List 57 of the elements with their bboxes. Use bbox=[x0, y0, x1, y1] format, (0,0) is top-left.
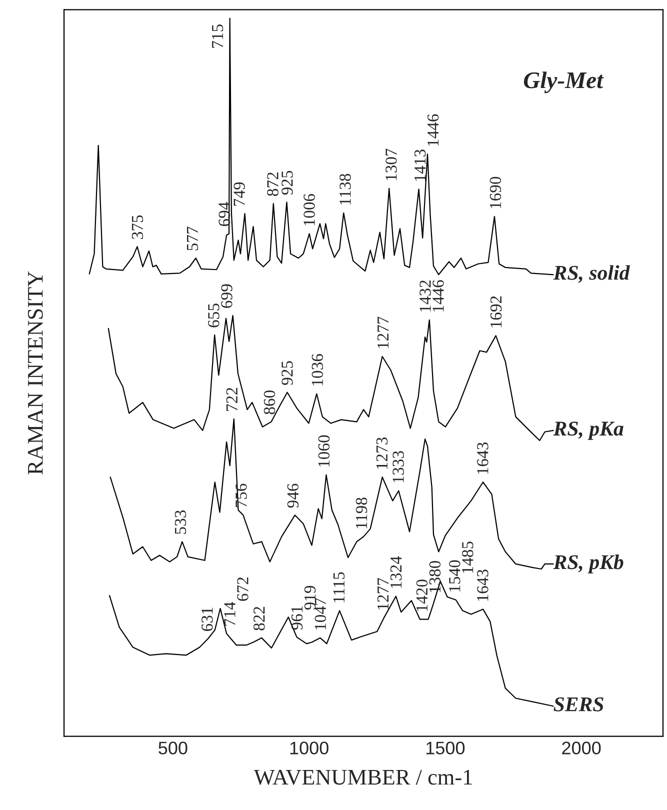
annotation: 577 bbox=[186, 226, 198, 250]
annotation: 1643 bbox=[477, 570, 488, 601]
annotation: 722 bbox=[226, 388, 238, 411]
annotation: 699 bbox=[221, 284, 232, 308]
annotation: 1540 bbox=[449, 560, 460, 592]
annotation: 1643 bbox=[477, 442, 488, 474]
annotation: Gly-Met bbox=[524, 72, 604, 94]
annotation: 919 bbox=[304, 586, 316, 610]
x-tick-label: 2000 bbox=[562, 742, 601, 754]
annotation: 749 bbox=[234, 182, 245, 206]
annotation: 1273 bbox=[376, 437, 388, 469]
annotation: 822 bbox=[254, 606, 265, 630]
annotation: 1333 bbox=[392, 451, 404, 482]
annotation: 1277 bbox=[377, 578, 388, 610]
annotation: 715 bbox=[212, 24, 224, 48]
x-tick-label: 1500 bbox=[426, 742, 465, 754]
annotation: 1485 bbox=[462, 542, 474, 573]
annotation: 1138 bbox=[340, 174, 351, 204]
annotation: 1690 bbox=[490, 176, 502, 208]
annotation: 375 bbox=[132, 215, 144, 239]
annotation: 1047 bbox=[314, 598, 326, 630]
annotation: 925 bbox=[282, 170, 293, 195]
annotation: 1198 bbox=[356, 498, 368, 528]
annotation: 1277 bbox=[377, 316, 388, 348]
annotation: 860 bbox=[264, 390, 276, 414]
annotation: 1307 bbox=[386, 148, 397, 180]
series-label: RS, solid bbox=[553, 265, 630, 283]
annotation: 925 bbox=[282, 361, 293, 385]
x-tick-label: 500 bbox=[158, 742, 188, 754]
series-label: RS, pKb bbox=[553, 554, 624, 574]
series-label: SERS bbox=[554, 697, 604, 712]
annotation: 756 bbox=[236, 484, 247, 508]
series-label: RS, pKa bbox=[553, 422, 624, 440]
annotation: 1060 bbox=[318, 435, 330, 467]
annotation: 1115 bbox=[333, 572, 345, 602]
annotation: 655 bbox=[208, 304, 220, 328]
annotation: 1692 bbox=[490, 296, 502, 328]
annotation: 1420 bbox=[416, 580, 428, 611]
annotation: 533 bbox=[174, 510, 186, 534]
y-axis-title: RAMAN INTENSITY bbox=[28, 271, 43, 475]
annotation: 714 bbox=[224, 602, 236, 626]
annotation: 1446 bbox=[427, 114, 439, 146]
annotation: 946 bbox=[287, 484, 299, 508]
annotation: 1446 bbox=[432, 280, 444, 312]
annotation: 872 bbox=[267, 172, 278, 196]
annotation: 961 bbox=[291, 606, 303, 630]
annotation: 1432 bbox=[420, 280, 431, 312]
annotation: 631 bbox=[202, 608, 213, 631]
annotation: 672 bbox=[237, 577, 248, 601]
annotation: 1036 bbox=[312, 354, 324, 386]
annotation: 694 bbox=[218, 202, 230, 226]
annotation: 1413 bbox=[414, 150, 426, 181]
x-axis-title: WAVENUMBER / cm-1 bbox=[254, 770, 472, 785]
annotation: 1380 bbox=[429, 560, 441, 592]
annotation: 1006 bbox=[304, 194, 315, 226]
x-tick-label: 1000 bbox=[290, 742, 328, 754]
annotation: 1324 bbox=[390, 556, 402, 588]
